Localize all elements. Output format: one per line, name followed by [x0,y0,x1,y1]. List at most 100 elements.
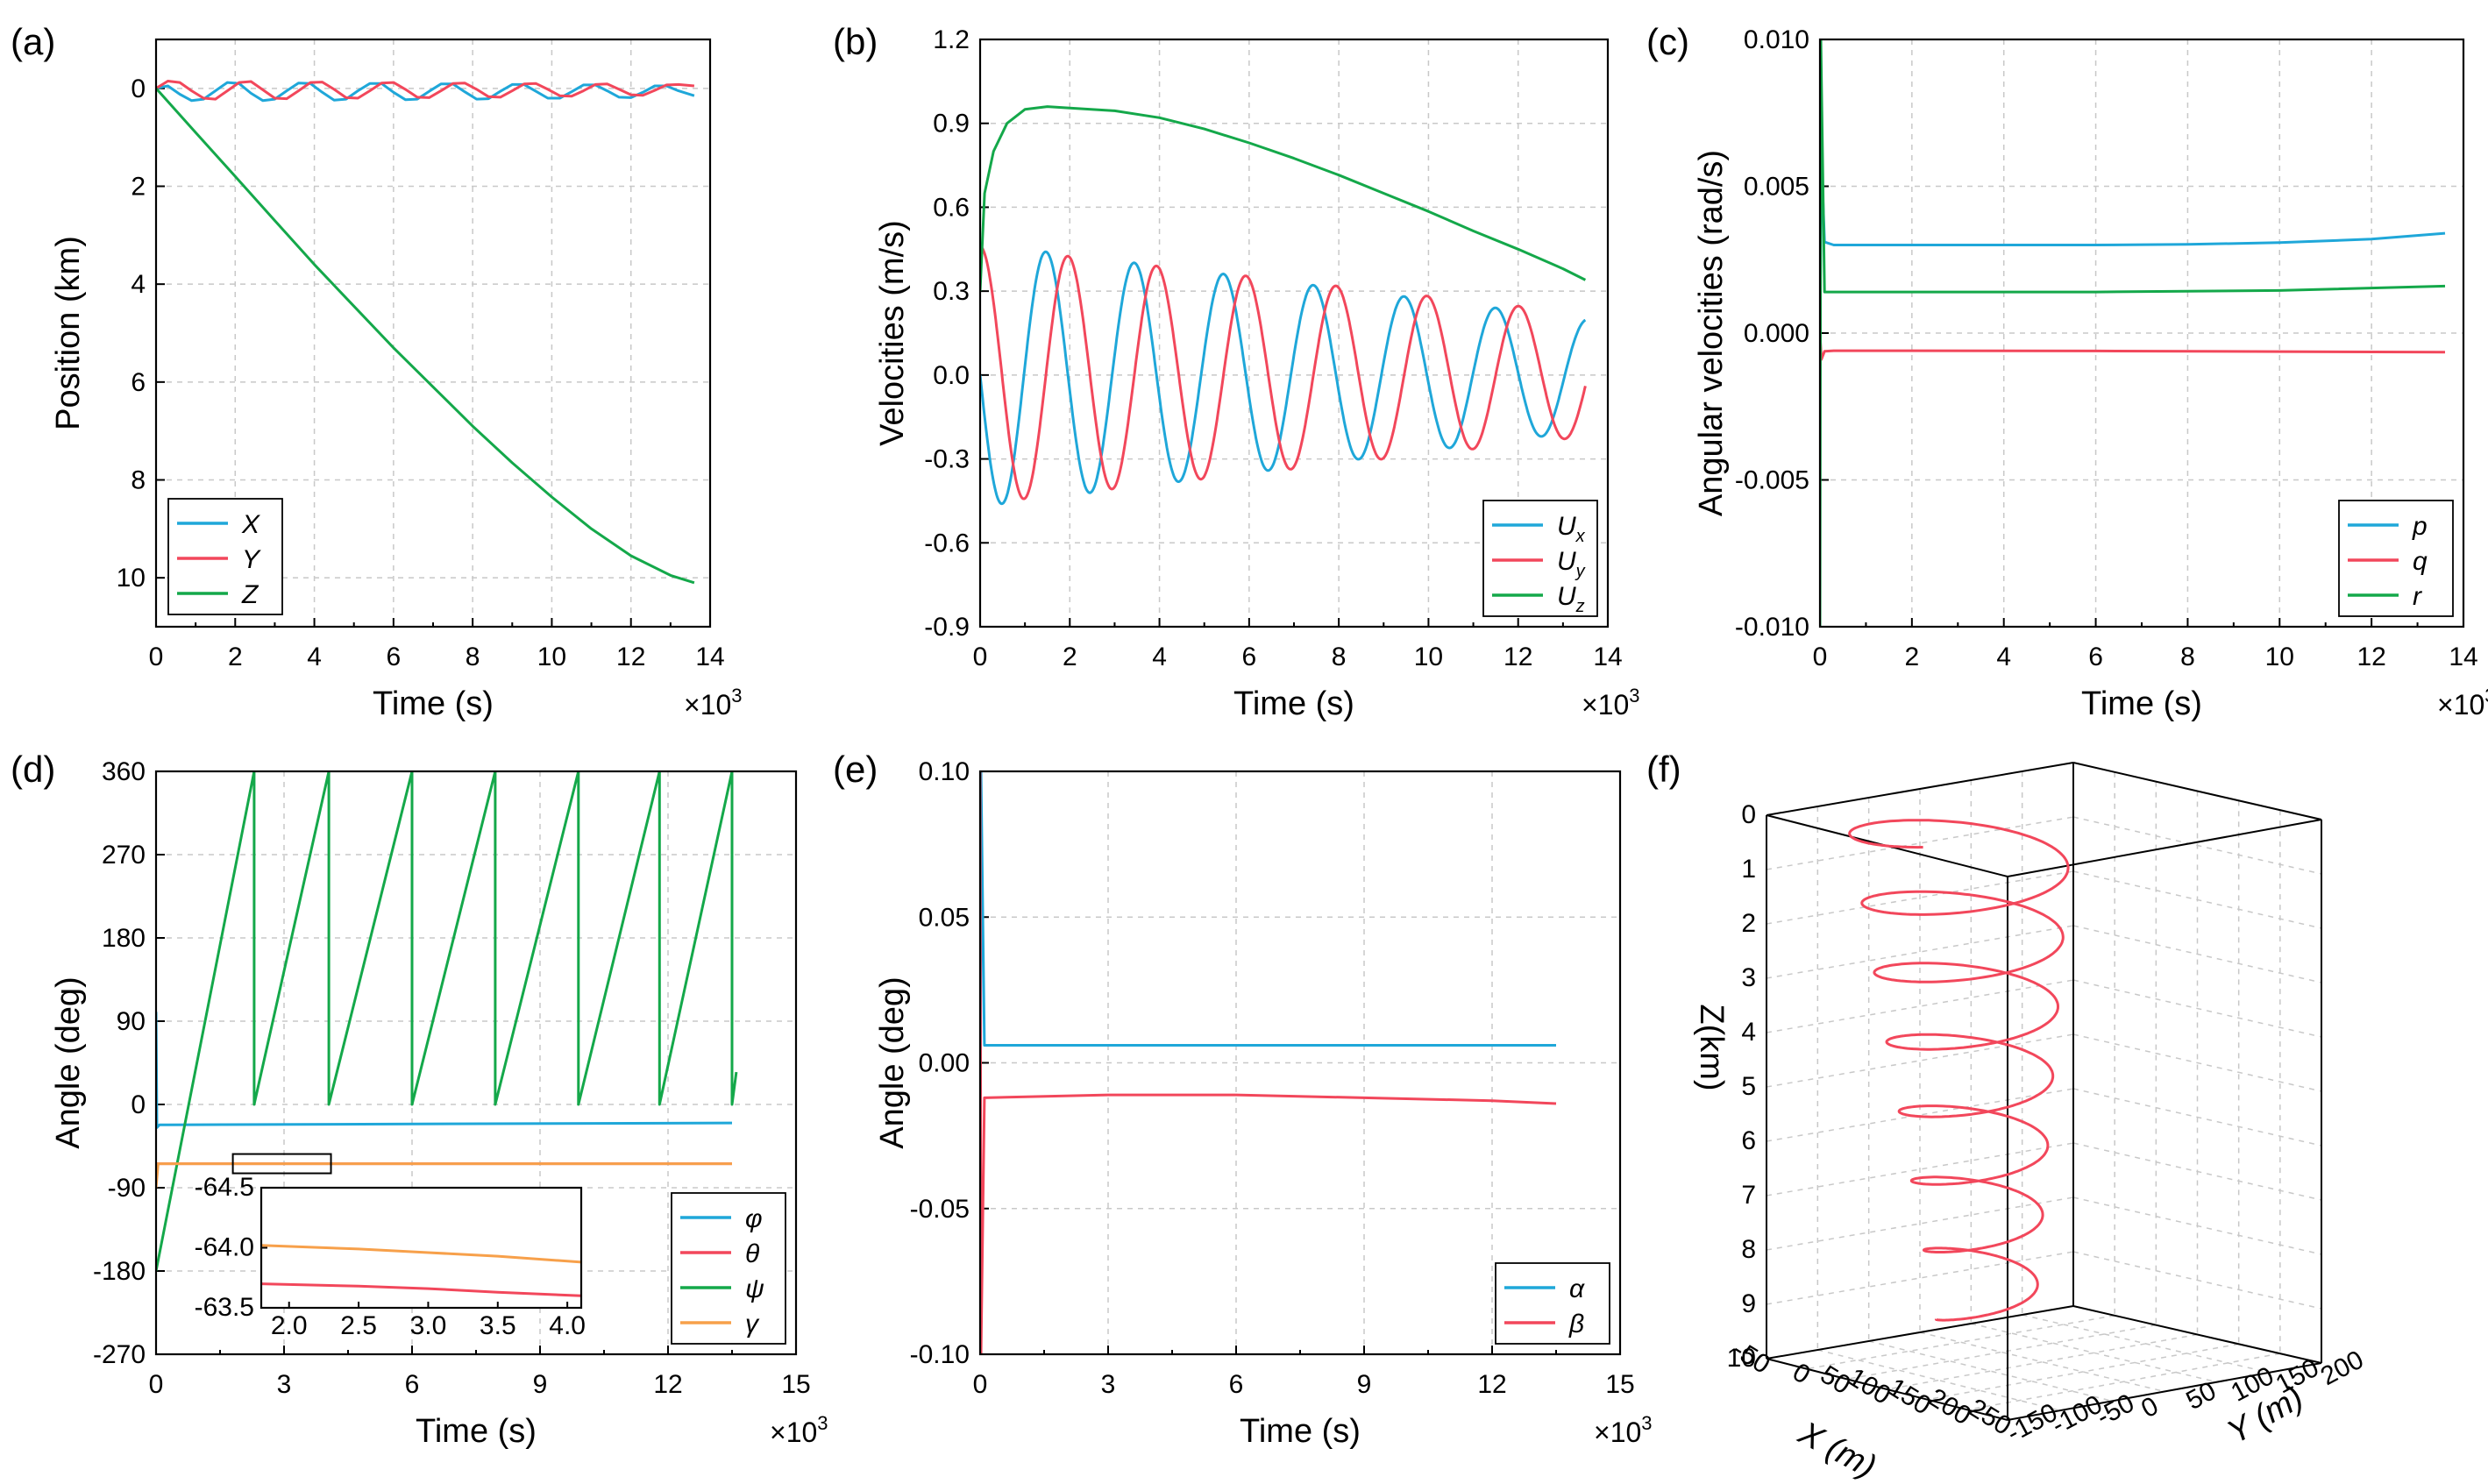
legend-entry: Uy [1557,547,1586,581]
y-tick-label: 0.0 [933,361,970,390]
y-tick-label: -90 [108,1174,146,1203]
chart-a: (a) 0 2 4 6 8 10 12 14 0 2 4 6 8 10 Time (s) Position (k… [11,21,743,722]
x-tick-label: 0 [973,643,988,671]
y-tick-label: 90 [117,1007,146,1036]
x-tick-label: 4 [307,643,322,671]
x-tick-label: 14 [2449,643,2477,671]
y-tick-label: -0.10 [910,1340,970,1369]
inset-y-tick-label: -64.5 [195,1173,254,1202]
legend-entry: q [2413,547,2428,576]
y-tick-label: -0.6 [924,529,970,557]
legend-entry: X [241,510,260,539]
y-tick-label: 10 [117,564,146,593]
x-tick-label: 10 [2265,643,2294,671]
series-line-ψ [156,771,738,1272]
x-tick-label: 150 [1883,1373,1936,1421]
legend-entry: p [2412,512,2428,541]
y-tick-label: 0.10 [919,757,970,786]
z-tick-label: 9 [1741,1289,1756,1318]
y-tick-label: -0.010 [1735,613,1809,642]
panel-label: (f) [1646,749,1681,790]
x-ticks: 0 3 6 9 12 15 [149,1346,811,1399]
inset-x-tick-label: 4.0 [549,1311,586,1340]
y-tick-label: -0.05 [910,1195,970,1224]
x-tick-label: 6 [387,643,402,671]
y-axis-label: Angle (deg) [50,976,87,1148]
floor-grid [1919,1331,2165,1393]
z-tick-label: 8 [1741,1235,1756,1264]
inset-frame [259,1186,583,1310]
series-group [980,105,1587,506]
x-tick-label: 200 [1923,1383,1976,1431]
box-edge [2072,762,2322,820]
z-axis-label: Z(km) [1693,1004,1730,1090]
series-line-Uz [980,105,1587,292]
helix-trajectory [1848,819,2070,1322]
x-tick-label: 8 [2180,643,2195,671]
y-tick-label: 0.005 [1744,173,1809,202]
inset-x-tick-label: 3.5 [480,1311,516,1340]
y-tick-label: 200 [2316,1346,2369,1392]
series-line-β [980,771,1557,1354]
chart-e: (e) 0 3 6 9 12 15 -0.10 -0.05 0.00 0.05 0.10 Time (s… [833,749,1653,1450]
panel-label: (c) [1646,21,1689,62]
x-tick-label: 4 [1152,643,1167,671]
x-multiplier: ×103 [1594,1412,1653,1448]
y-axis-label: Angle (deg) [874,976,911,1148]
series-line-r [1820,39,2446,627]
legend-entry: ψ [745,1275,764,1303]
x-tick-label: 0 [149,1370,164,1399]
z-tick-label: 2 [1741,909,1756,938]
legend: XYZ [167,498,283,615]
plot-frame [154,770,798,1356]
box-edge [1766,1305,2074,1360]
series-line-Ux [980,250,1587,506]
x-tick-label: 0 [973,1370,988,1399]
series-line-q [1820,332,2446,361]
x-tick-label: 2 [1905,643,1920,671]
y-tick-label: 0 [2136,1391,2163,1424]
plot-frame [154,38,712,628]
series-line-Y [156,80,695,101]
y-axis-label: Angular velocities (rad/s) [1693,150,1730,516]
floor-grid [1846,1324,2157,1381]
x-tick-label: 15 [781,1370,810,1399]
series-line-Uy [980,245,1587,501]
x-axis-label: Time (s) [416,1413,537,1450]
x-tick-label: 6 [2088,643,2103,671]
box-edge [2007,819,2322,877]
y-ticks: -0.010 -0.005 0.000 0.005 0.010 [1735,25,1829,642]
chart-c: (c) 0 2 4 6 8 10 12 14 -0.010 -0.005 0.000 0.005 0.01… [1646,21,2488,722]
box-edge [2072,1305,2322,1364]
x-tick-label: 8 [1332,643,1347,671]
x-ticks: 0 3 6 9 12 15 [973,1346,1635,1399]
legend-entry: r [2413,582,2422,611]
box-edge [1766,762,2074,816]
grid [980,39,1608,628]
y-tick-label: 0.00 [919,1049,970,1078]
legend: pqr [2338,500,2454,617]
inset-x-tick-label: 2.5 [340,1311,377,1340]
y-tick-label: 180 [102,924,146,953]
y-tick-label: 0.000 [1744,319,1809,348]
y-axis-label: Position (km) [50,236,87,430]
inset-y-tick-label: -64.0 [195,1233,254,1262]
y-tick-label: 6 [131,368,146,397]
x-multiplier: ×103 [1582,685,1640,721]
series-line-p [1820,155,2446,334]
x-tick-label: 9 [1357,1370,1372,1399]
x-tick-label: 6 [1242,643,1257,671]
plot-frame [1818,38,2465,628]
y-tick-label: 270 [102,841,146,870]
legend-entry: Ux [1557,512,1586,546]
x-tick-label: 0 [1788,1358,1816,1390]
plot-frame [978,770,1622,1356]
series-group [156,80,695,585]
y-tick-label: 2 [131,173,146,202]
x-tick-label: 12 [2356,643,2385,671]
inset-series-θ [260,1282,582,1297]
wall-grid [2072,1033,2322,1092]
legend-entry: α [1569,1275,1585,1303]
x-axis-label: Time (s) [1233,685,1354,722]
